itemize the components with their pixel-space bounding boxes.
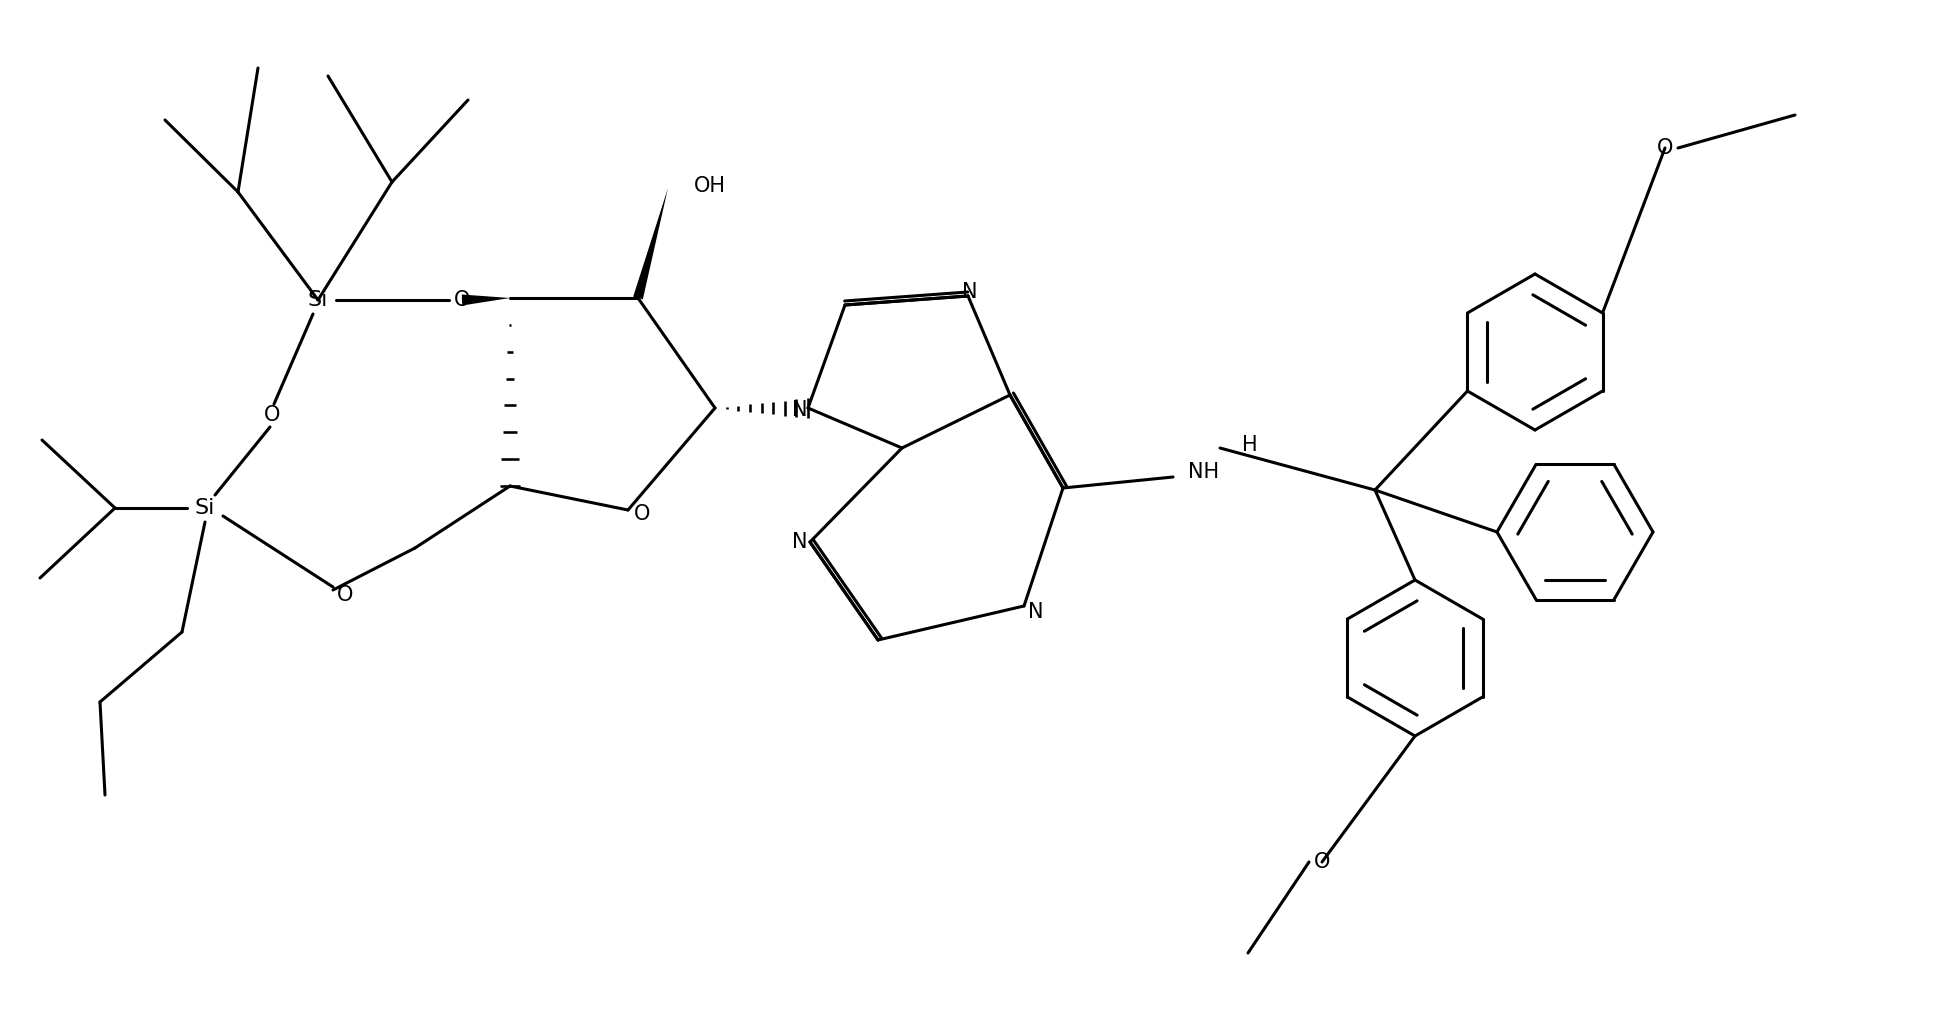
Text: O: O [454,290,470,310]
Text: N: N [961,282,977,302]
Text: N: N [1027,602,1043,622]
Text: H: H [1243,435,1258,455]
Text: Si: Si [309,290,328,310]
Polygon shape [633,188,668,299]
Text: O: O [1315,852,1330,872]
Text: NH: NH [1189,462,1220,482]
Text: O: O [336,585,353,605]
Text: O: O [633,504,651,524]
Polygon shape [462,295,511,305]
Text: O: O [1657,138,1674,158]
Text: N: N [792,400,808,420]
Text: OH: OH [693,176,726,196]
Text: O: O [264,406,280,425]
Text: Si: Si [194,498,216,518]
Text: N: N [792,532,808,552]
